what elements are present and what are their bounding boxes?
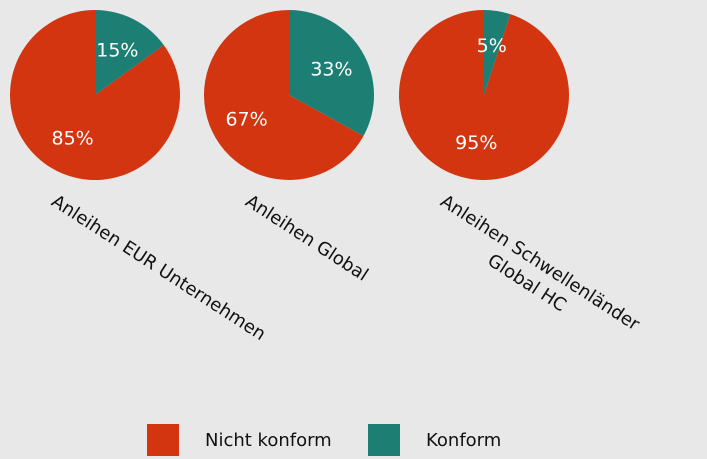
pie-slice [398,10,569,181]
pie-slice [95,10,164,95]
legend-swatch [147,424,179,456]
slice-label: 15% [96,40,138,62]
pie-slice [484,10,511,95]
slice-label: 33% [310,58,352,80]
legend-swatch [368,424,400,456]
slice-label: 67% [225,109,267,131]
pie-slice [289,10,374,136]
pie-slice [204,10,364,180]
pie-slice [10,10,181,180]
slice-label: 85% [52,127,94,149]
legend-label: Nicht konform [205,430,332,451]
slice-label: 5% [477,35,507,57]
legend-label: Konform [426,430,501,451]
slice-label: 95% [455,132,497,154]
